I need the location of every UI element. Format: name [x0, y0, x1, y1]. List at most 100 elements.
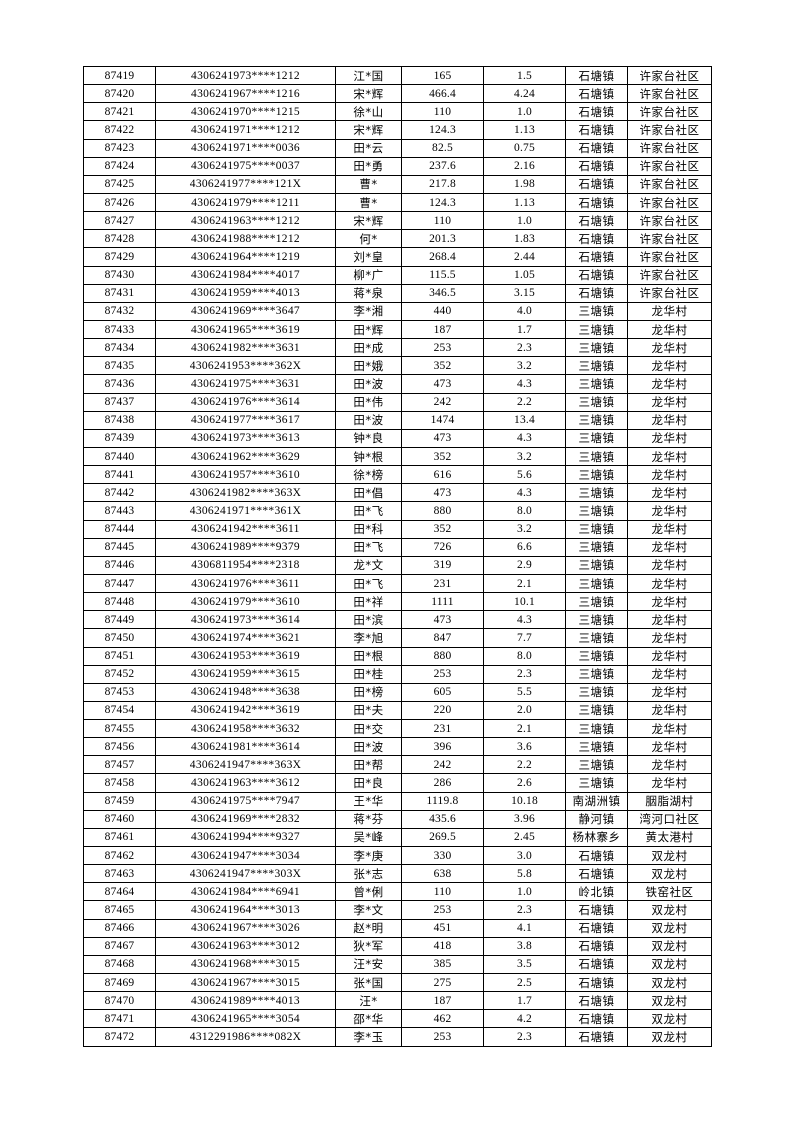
- cell-id-number: 4312291986****082X: [155, 1027, 336, 1047]
- table-row: 87468 4306241968****3015 汪*安 385 3.5 石塘镇 双龙村: [83, 954, 712, 975]
- table-row: 87464 4306241984****6941 曾*俐 110 1.0 岭北镇 铁窑社区: [83, 882, 712, 902]
- cell-amount: 319: [401, 555, 484, 575]
- cell-amount: 220: [401, 700, 484, 721]
- cell-town: 三塘镇: [565, 374, 628, 394]
- cell-name: 王*华: [335, 791, 402, 811]
- cell-id-number: 4306241979****1211: [155, 192, 336, 213]
- table-row: 87443 4306241971****361X 田*飞 880 8.0 三塘镇 龙华村: [83, 501, 712, 521]
- cell-name: 龙*文: [335, 555, 402, 575]
- cell-name: 邵*华: [335, 1009, 402, 1029]
- cell-name: 曹*: [335, 192, 402, 213]
- table-row: 87449 4306241973****3614 田*滨 473 4.3 三塘镇 龙华村: [83, 610, 712, 630]
- cell-sequence: 87431: [83, 283, 156, 303]
- cell-village: 双龙村: [627, 936, 712, 956]
- cell-name: 田*娥: [335, 356, 402, 376]
- cell-village: 龙华村: [627, 755, 712, 775]
- cell-sequence: 87430: [83, 265, 156, 285]
- cell-id-number: 4306241984****4017: [155, 265, 336, 285]
- table-row: 87433 4306241965****3619 田*辉 187 1.7 三塘镇 龙华村: [83, 319, 712, 340]
- cell-sequence: 87419: [83, 65, 156, 86]
- cell-amount: 352: [401, 446, 484, 467]
- table-row: 87423 4306241971****0036 田*云 82.5 0.75 石塘镇 许家台…: [83, 138, 712, 158]
- cell-name: 李*庚: [335, 846, 402, 866]
- cell-sequence: 87449: [83, 610, 156, 630]
- cell-id-number: 4306241967****3026: [155, 918, 336, 938]
- cell-area: 4.3: [483, 374, 566, 394]
- cell-village: 黄太港村: [627, 827, 712, 848]
- cell-sequence: 87420: [83, 84, 156, 104]
- cell-town: 三塘镇: [565, 428, 628, 448]
- cell-area: 13.4: [483, 410, 566, 430]
- cell-sequence: 87452: [83, 664, 156, 684]
- table-row: 87450 4306241974****3621 李*旭 847 7.7 三塘镇 龙华村: [83, 628, 712, 648]
- cell-amount: 435.6: [401, 809, 484, 829]
- cell-sequence: 87421: [83, 102, 156, 122]
- table-row: 87446 4306811954****2318 龙*文 319 2.9 三塘镇 龙华村: [83, 555, 712, 575]
- cell-area: 2.16: [483, 156, 566, 176]
- cell-area: 1.13: [483, 120, 566, 140]
- cell-id-number: 4306241967****3015: [155, 973, 336, 993]
- cell-id-number: 4306241959****3615: [155, 664, 336, 684]
- cell-town: 三塘镇: [565, 465, 628, 485]
- cell-name: 李*文: [335, 900, 402, 920]
- cell-amount: 253: [401, 338, 484, 358]
- cell-town: 三塘镇: [565, 737, 628, 757]
- table-row: 87452 4306241959****3615 田*桂 253 2.3 三塘镇 龙华村: [83, 664, 712, 684]
- cell-town: 三塘镇: [565, 592, 628, 612]
- cell-name: 宋*辉: [335, 120, 402, 140]
- cell-sequence: 87468: [83, 954, 156, 975]
- cell-sequence: 87447: [83, 573, 156, 594]
- cell-town: 石塘镇: [565, 900, 628, 920]
- cell-id-number: 4306241977****121X: [155, 174, 336, 194]
- cell-village: 龙华村: [627, 301, 712, 321]
- table-row: 87439 4306241973****3613 钟*良 473 4.3 三塘镇 龙华村: [83, 428, 712, 448]
- cell-village: 许家台社区: [627, 156, 712, 176]
- cell-name: 田*波: [335, 374, 402, 394]
- cell-sequence: 87441: [83, 465, 156, 485]
- cell-name: 田*良: [335, 773, 402, 793]
- cell-id-number: 4306241973****3613: [155, 428, 336, 448]
- cell-id-number: 4306241976****3611: [155, 573, 336, 594]
- cell-village: 许家台社区: [627, 174, 712, 194]
- cell-village: 龙华村: [627, 555, 712, 575]
- table-row: 87426 4306241979****1211 曹* 124.3 1.13 石塘镇 许家台…: [83, 192, 712, 213]
- cell-town: 静河镇: [565, 809, 628, 829]
- cell-town: 三塘镇: [565, 338, 628, 358]
- cell-name: 宋*辉: [335, 84, 402, 104]
- cell-amount: 440: [401, 301, 484, 321]
- cell-village: 龙华村: [627, 537, 712, 557]
- cell-sequence: 87433: [83, 319, 156, 340]
- cell-area: 3.6: [483, 737, 566, 757]
- cell-name: 田*飞: [335, 501, 402, 521]
- cell-village: 龙华村: [627, 519, 712, 539]
- cell-name: 田*飞: [335, 573, 402, 594]
- cell-town: 南湖洲镇: [565, 791, 628, 811]
- cell-amount: 82.5: [401, 138, 484, 158]
- cell-sequence: 87424: [83, 156, 156, 176]
- cell-village: 龙华村: [627, 592, 712, 612]
- cell-id-number: 4306241975****3631: [155, 374, 336, 394]
- cell-name: 汪*: [335, 991, 402, 1011]
- cell-area: 3.2: [483, 446, 566, 467]
- cell-area: 3.5: [483, 954, 566, 975]
- cell-amount: 217.8: [401, 174, 484, 194]
- cell-id-number: 4306241981****3614: [155, 737, 336, 757]
- cell-town: 石塘镇: [565, 864, 628, 884]
- cell-amount: 237.6: [401, 156, 484, 176]
- cell-name: 田*滨: [335, 610, 402, 630]
- cell-village: 许家台社区: [627, 84, 712, 104]
- cell-sequence: 87464: [83, 882, 156, 902]
- cell-sequence: 87453: [83, 682, 156, 702]
- cell-town: 石塘镇: [565, 229, 628, 249]
- cell-amount: 165: [401, 65, 484, 86]
- cell-id-number: 4306241947****3034: [155, 846, 336, 866]
- cell-sequence: 87471: [83, 1009, 156, 1029]
- cell-village: 许家台社区: [627, 102, 712, 122]
- table-row: 87463 4306241947****303X 张*志 638 5.8 石塘镇 双龙村: [83, 864, 712, 884]
- cell-sequence: 87472: [83, 1027, 156, 1047]
- cell-name: 江*国: [335, 65, 402, 86]
- cell-area: 6.6: [483, 537, 566, 557]
- cell-sequence: 87466: [83, 918, 156, 938]
- cell-sequence: 87465: [83, 900, 156, 920]
- cell-area: 1.7: [483, 991, 566, 1011]
